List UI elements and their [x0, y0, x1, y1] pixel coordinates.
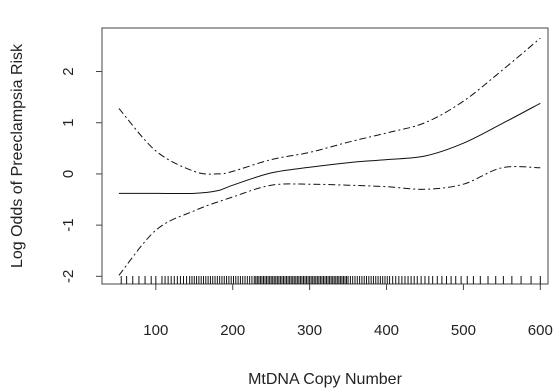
- y-tick-label: -2: [60, 270, 77, 283]
- y-tick-label: 1: [60, 119, 77, 127]
- series-lines: [118, 37, 541, 276]
- lower-band-line: [118, 166, 541, 276]
- plot-frame: [101, 27, 549, 285]
- y-tick-label: -1: [60, 218, 77, 231]
- x-tick-label: 600: [528, 322, 553, 339]
- y-tick-label: 2: [60, 67, 77, 75]
- x-tick-label: 400: [374, 322, 399, 339]
- x-tick-label: 200: [220, 322, 245, 339]
- x-tick-label: 100: [143, 322, 168, 339]
- rug-marks: [120, 276, 541, 284]
- upper-band-line: [118, 37, 541, 175]
- y-axis-title: Log Odds of Preeclampsia Risk: [9, 43, 26, 268]
- estimate-line: [118, 102, 541, 195]
- x-tick-label: 500: [451, 322, 476, 339]
- x-axis-title: MtDNA Copy Number: [248, 371, 402, 388]
- x-axis: 100 200 300 400 500 600: [143, 284, 553, 339]
- x-tick-label: 300: [297, 322, 322, 339]
- y-axis: -2 -1 0 1 2: [60, 67, 102, 283]
- y-tick-label: 0: [60, 170, 77, 178]
